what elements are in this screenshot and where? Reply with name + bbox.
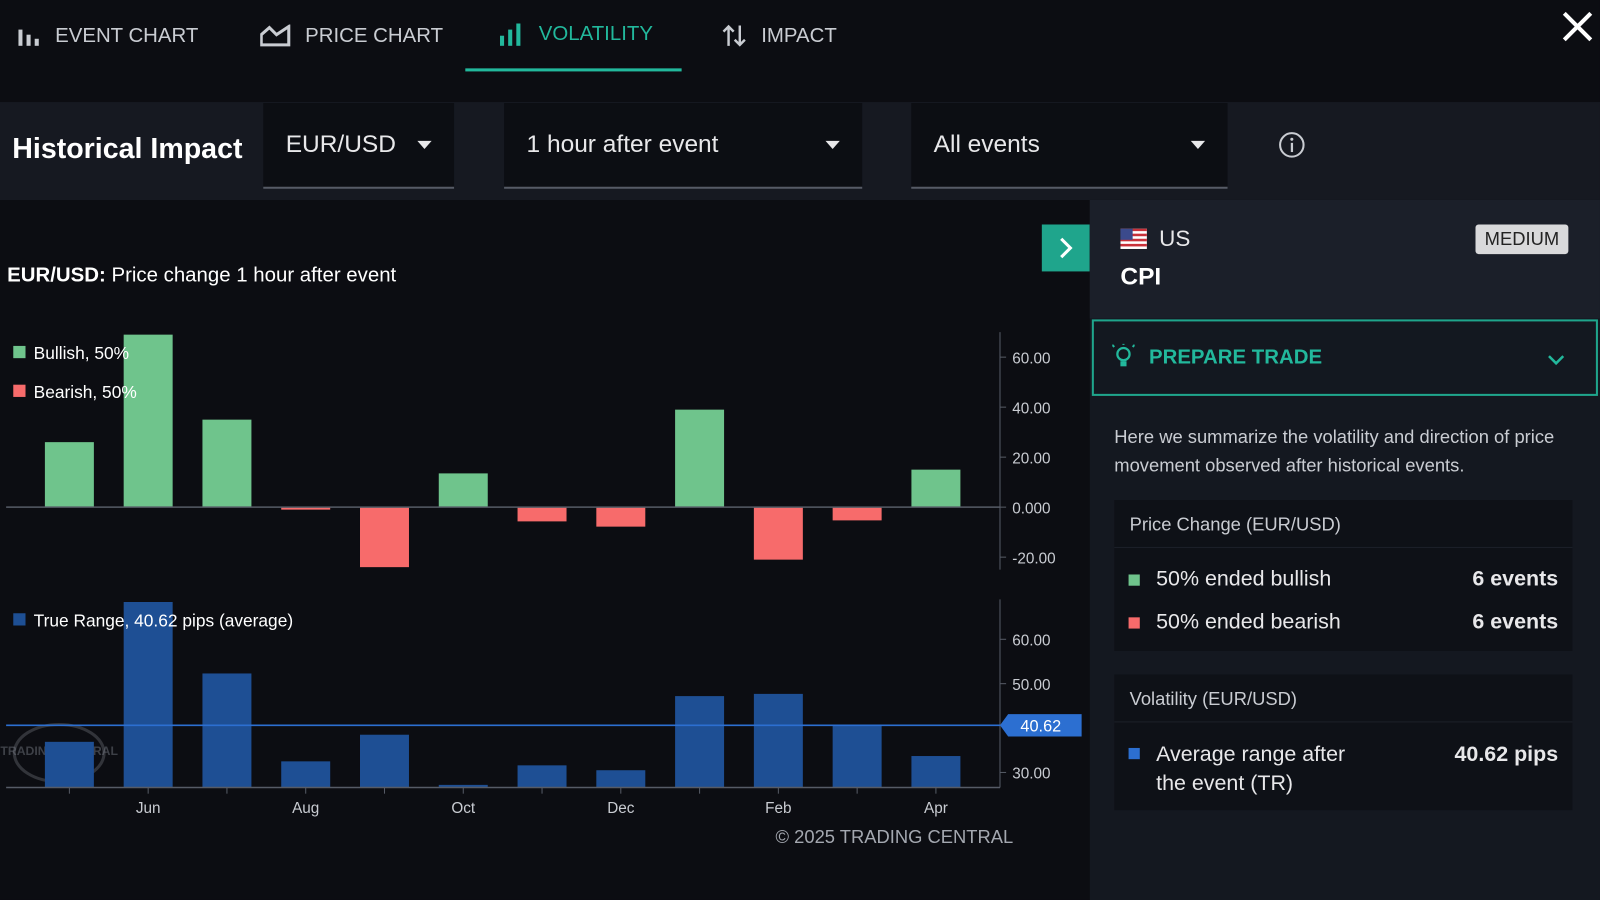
legend-swatch xyxy=(13,613,26,626)
x-tick-label: Apr xyxy=(924,800,948,817)
bar xyxy=(202,673,252,788)
copyright: © 2025 TRADING CENTRAL xyxy=(775,826,1014,847)
legend-swatch xyxy=(13,384,26,397)
y-tick-label: 30.00 xyxy=(1012,766,1050,783)
chart-title-text: Price change 1 hour after event xyxy=(111,264,397,287)
icon xyxy=(260,24,291,47)
y-tick-label: 50.00 xyxy=(1012,677,1050,694)
y-tick-label: 20.00 xyxy=(1012,450,1050,467)
prepare-trade[interactable]: PREPARE TRADE xyxy=(1091,319,1598,396)
stat-label: 50% ended bullish xyxy=(1156,567,1332,591)
y-tick-label: 60.00 xyxy=(1012,350,1050,367)
close-button[interactable] xyxy=(1561,10,1594,43)
bar xyxy=(44,442,94,508)
event-name: CPI xyxy=(1120,263,1162,291)
legend-swatch xyxy=(13,345,26,359)
average-label: 40.62 xyxy=(1020,717,1061,735)
y-tick-label: 40.00 xyxy=(1012,400,1050,417)
dropdown-label: EUR/USD xyxy=(285,130,396,159)
x-tick-label: Dec xyxy=(607,800,635,817)
stat-value: 6 events xyxy=(1472,610,1559,634)
bar xyxy=(753,507,803,560)
chart-title: EUR/USD: Price change 1 hour after event xyxy=(7,264,396,287)
bar xyxy=(123,334,173,508)
tab-label: EVENT CHART xyxy=(55,23,199,47)
dropdown-label: All events xyxy=(933,130,1040,159)
bar xyxy=(675,696,725,788)
bar xyxy=(517,507,567,522)
prepare-trade-label: PREPARE TRADE xyxy=(1148,345,1323,369)
toolbar-title: Historical Impact xyxy=(12,132,243,165)
tab-label: IMPACT xyxy=(761,23,837,47)
bar xyxy=(596,770,646,788)
y-tick-label: 60.00 xyxy=(1012,632,1050,649)
x-tick-label: Feb xyxy=(765,800,791,817)
price-change-section: Price Change (EUR/USD) 50% ended bullish… xyxy=(1114,499,1573,652)
bar xyxy=(359,734,409,788)
swatch xyxy=(1128,617,1140,629)
tab[interactable]: PRICE CHART xyxy=(260,0,443,71)
legend-label: Bearish, 50% xyxy=(34,382,137,402)
bar xyxy=(281,507,331,510)
bar xyxy=(911,756,961,788)
info-icon[interactable] xyxy=(1278,131,1307,160)
tab[interactable]: VOLATILITY xyxy=(465,0,682,72)
expand-button[interactable] xyxy=(1041,224,1090,272)
bar xyxy=(438,473,488,508)
tab-label: PRICE CHART xyxy=(305,23,444,47)
stat-value: 6 events xyxy=(1472,567,1559,591)
country: US xyxy=(1159,225,1191,252)
bar xyxy=(675,409,725,508)
icon xyxy=(499,22,521,46)
y-tick-label: 0.000 xyxy=(1012,500,1050,517)
bar xyxy=(517,765,567,788)
bar xyxy=(202,419,252,508)
bar xyxy=(123,601,173,788)
volatility-section: Volatility (EUR/USD) Average range after… xyxy=(1114,674,1573,811)
bar xyxy=(832,507,882,521)
flag-icon xyxy=(1120,228,1147,249)
x-tick-label: Jun xyxy=(136,800,161,817)
tab[interactable]: EVENT CHART xyxy=(18,0,198,71)
charts: 60.00 40.00 20.00 0.000 -20.00 Bullish, 50% Be… xyxy=(0,332,1082,817)
average-marker xyxy=(999,714,1082,737)
impact-badge: MEDIUM xyxy=(1475,224,1569,255)
dropdown[interactable]: 1 hour after event xyxy=(504,103,863,189)
stat-value: 40.62 pips xyxy=(1454,742,1559,767)
bar xyxy=(281,761,331,788)
dropdown[interactable]: All events xyxy=(911,103,1228,189)
swatch xyxy=(1128,574,1140,586)
x-tick-label: Oct xyxy=(451,800,476,817)
bar xyxy=(832,725,882,788)
bar xyxy=(753,693,803,788)
bar xyxy=(596,507,646,527)
bar xyxy=(911,469,961,508)
bar xyxy=(359,507,409,568)
section-title: Volatility (EUR/USD) xyxy=(1129,688,1297,710)
legend-label: Bullish, 50% xyxy=(34,343,129,363)
section-title: Price Change (EUR/USD) xyxy=(1129,514,1341,535)
tab-bar: EVENT CHART PRICE CHART VOLATILITY IMPAC… xyxy=(0,0,1600,103)
stat-row: Average range after the event (TR) 40.62 … xyxy=(1114,741,1572,798)
swatch xyxy=(1128,747,1140,760)
legend-label: True Range, 40.62 pips (average) xyxy=(34,611,293,631)
stat-label: Average range after the event (TR) xyxy=(1156,742,1346,795)
y-tick-label: -20.00 xyxy=(1012,550,1055,567)
stat-row: 50% ended bullish 6 events xyxy=(1114,567,1572,591)
tab-label: VOLATILITY xyxy=(538,22,653,45)
x-tick-label: Aug xyxy=(292,800,319,817)
stat-row: 50% ended bearish 6 events xyxy=(1114,610,1572,634)
icon xyxy=(722,24,746,47)
tab[interactable]: IMPACT xyxy=(722,0,837,71)
description: Here we summarize the volatility and dir… xyxy=(1114,426,1555,476)
stat-label: 50% ended bearish xyxy=(1156,610,1341,634)
bar xyxy=(438,784,488,788)
icon xyxy=(18,29,39,46)
bar xyxy=(44,741,94,788)
dropdown-label: 1 hour after event xyxy=(526,130,719,159)
chart-title-prefix: EUR/USD: xyxy=(7,264,106,287)
dropdown[interactable]: EUR/USD xyxy=(263,103,455,189)
